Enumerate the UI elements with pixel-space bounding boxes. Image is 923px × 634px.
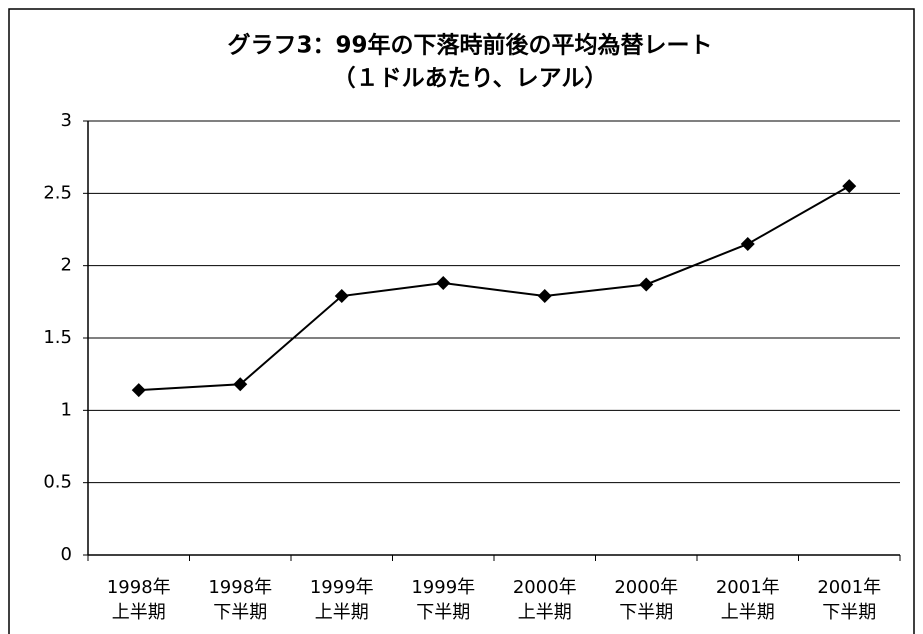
chart-title: グラフ3：99年の下落時前後の平均為替レート [227,32,712,59]
marker [842,179,857,194]
x-tick-label: 上半期 [112,602,166,623]
x-tick-label: 上半期 [315,602,369,623]
marker [131,383,146,398]
y-tick-label: 3 [61,110,72,131]
x-tick-label: 2000年 [614,577,678,598]
x-tick-label: 上半期 [518,602,572,623]
x-tick-label: 2000年 [513,577,577,598]
y-tick-label: 2 [61,255,72,276]
y-tick-label: 1.5 [43,327,72,348]
marker [436,276,451,291]
marker [740,236,755,251]
x-tick-label: 1999年 [411,577,475,598]
x-tick-label: 1999年 [310,577,374,598]
x-tick-label: 下半期 [619,602,673,623]
marker [233,377,248,392]
y-tick-label: 0.5 [43,472,72,493]
y-tick-label: 0 [61,544,72,565]
x-tick-label: 下半期 [822,602,876,623]
x-tick-label: 1998年 [107,577,171,598]
x-tick-label: 2001年 [817,577,881,598]
marker [639,277,654,292]
marker [334,289,349,304]
x-tick-label: 1998年 [208,577,272,598]
x-tick-label: 下半期 [213,602,267,623]
x-tick-label: 下半期 [416,602,470,623]
x-tick-label: 上半期 [721,602,775,623]
line [138,185,850,392]
marker [537,289,552,304]
chart-border [8,8,915,634]
x-tick-label: 2001年 [716,577,780,598]
y-tick-label: 1 [61,399,72,420]
y-tick-label: 2.5 [43,182,72,203]
chart-subtitle: （１ドルあたり、レアル） [333,65,608,92]
